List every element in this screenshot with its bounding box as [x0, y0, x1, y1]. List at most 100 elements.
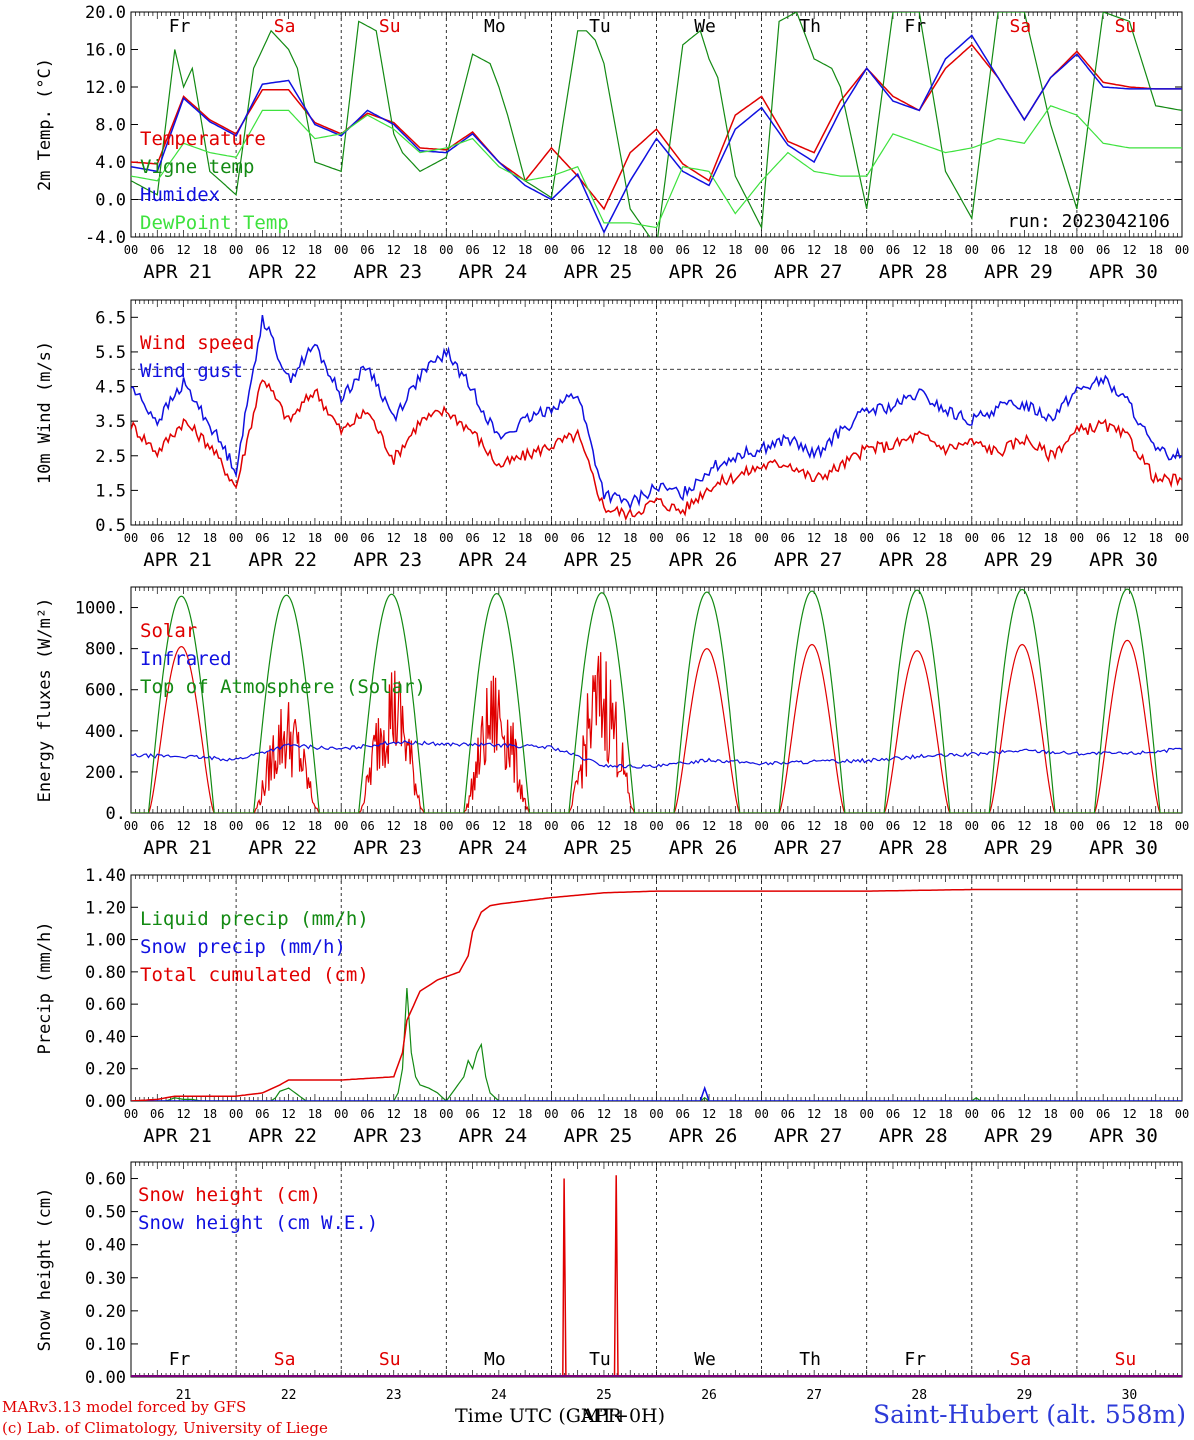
x-hour-label: 00 [1070, 1107, 1084, 1121]
x-hour-label: 18 [623, 1107, 637, 1121]
x-hour-label: 12 [387, 819, 401, 833]
x-hour-label: 12 [1122, 1107, 1136, 1121]
y-axis-label: Snow height (cm) [35, 1188, 55, 1352]
x-hour-label: 12 [1017, 243, 1031, 257]
temp-series-group [131, 12, 1182, 237]
x-hour-label: 00 [544, 531, 558, 545]
x-date-label: APR 24 [459, 837, 528, 859]
temp-panel [130, 11, 1183, 238]
x-hour-label: 00 [229, 819, 243, 833]
x-hour-label: 06 [150, 819, 164, 833]
wind-panel [130, 299, 1183, 526]
x-hour-label: 06 [676, 531, 690, 545]
x-hour-label: 18 [1148, 243, 1162, 257]
x-hour-label: 00 [649, 1107, 663, 1121]
x-axis-overlap-text: APR [581, 1405, 622, 1427]
energy-panel [130, 586, 1183, 814]
x-hour-label: 12 [176, 531, 190, 545]
weekday-label: Mo [484, 16, 506, 37]
x-hour-label: 18 [518, 1107, 532, 1121]
x-hour-label: 00 [439, 243, 453, 257]
x-hour-label: 18 [203, 531, 217, 545]
x-hour-label: 06 [1096, 819, 1110, 833]
x-hour-label: 06 [570, 819, 584, 833]
x-date-label: APR 26 [669, 1125, 738, 1147]
weekday-label: Tu [589, 16, 611, 37]
x-hour-label: 18 [623, 531, 637, 545]
legend-entry: Liquid precip (mm/h) [140, 908, 369, 930]
x-hour-label: 18 [518, 819, 532, 833]
y-tick-label: 800. [85, 640, 126, 660]
x-hour-label: 00 [229, 1107, 243, 1121]
x-hour-label: 06 [1096, 1107, 1110, 1121]
x-hour-label: 18 [1148, 819, 1162, 833]
x-day-number: 30 [1122, 1388, 1138, 1403]
x-hour-label: 12 [807, 243, 821, 257]
x-day-number: 21 [176, 1388, 192, 1403]
x-hour-label: 00 [1175, 531, 1189, 545]
x-hour-label: 00 [334, 819, 348, 833]
x-hour-label: 06 [570, 1107, 584, 1121]
x-hour-label: 00 [649, 531, 663, 545]
x-hour-label: 00 [124, 531, 138, 545]
y-axis-label: 10m Wind (m/s) [35, 341, 55, 484]
x-hour-label: 06 [465, 1107, 479, 1121]
x-hour-label: 12 [387, 531, 401, 545]
x-hour-label: 00 [859, 819, 873, 833]
x-date-label: APR 26 [669, 261, 738, 283]
x-hour-label: 18 [518, 243, 532, 257]
model-credit: MARv3.13 model forced by GFS [2, 1398, 247, 1416]
x-date-label: APR 24 [459, 1125, 528, 1147]
x-hour-label: 12 [597, 243, 611, 257]
y-tick-label: 0.00 [85, 1368, 126, 1388]
legend-entry: Wind speed [140, 332, 254, 354]
y-tick-label: 1.5 [95, 481, 126, 501]
y-tick-label: 0.0 [95, 191, 126, 211]
y-tick-label: 0.60 [85, 1170, 126, 1190]
plot-frame [130, 299, 1183, 526]
x-hour-label: 12 [492, 1107, 506, 1121]
x-hour-label: 06 [781, 1107, 795, 1121]
x-hour-label: 06 [465, 243, 479, 257]
x-hour-label: 06 [465, 819, 479, 833]
x-hour-label: 00 [1070, 243, 1084, 257]
precip-series-group [131, 888, 1182, 1101]
x-date-label: APR 21 [143, 837, 212, 859]
legend-entry: Total cumulated (cm) [140, 964, 369, 986]
weekday-label: Tu [589, 1349, 611, 1370]
x-hour-label: 18 [1148, 531, 1162, 545]
x-hour-label: 18 [413, 1107, 427, 1121]
x-hour-label: 12 [176, 819, 190, 833]
y-axis-label: Energy fluxes (W/m²) [35, 598, 55, 803]
y-axis-label: Precip (mm/h) [35, 921, 55, 1054]
x-date-label: APR 22 [248, 1125, 317, 1147]
x-hour-label: 06 [991, 531, 1005, 545]
station-name: Saint-Hubert (alt. 558m) [872, 1400, 1186, 1429]
series-line [131, 12, 1182, 237]
x-date-label: APR 27 [774, 549, 843, 571]
y-tick-label: 6.5 [95, 308, 126, 328]
wind-series-group [131, 314, 1182, 522]
x-hour-label: 00 [649, 243, 663, 257]
x-hour-label: 12 [1017, 531, 1031, 545]
y-tick-label: 16.0 [85, 41, 126, 61]
x-date-label: APR 27 [774, 261, 843, 283]
weekday-label: We [694, 1349, 716, 1370]
x-hour-label: 06 [886, 531, 900, 545]
x-hour-label: 00 [1070, 819, 1084, 833]
x-hour-label: 06 [676, 819, 690, 833]
x-hour-label: 00 [859, 243, 873, 257]
run-label: run: 2023042106 [1007, 211, 1170, 232]
series-line [131, 739, 1182, 769]
x-hour-label: 06 [150, 243, 164, 257]
legend-entry: Humidex [140, 184, 220, 206]
y-tick-label: 200. [85, 763, 126, 783]
x-date-label: APR 28 [879, 837, 948, 859]
x-hour-label: 00 [229, 531, 243, 545]
x-day-number: 22 [281, 1388, 297, 1403]
x-hour-label: 06 [255, 531, 269, 545]
x-hour-label: 06 [886, 243, 900, 257]
x-date-label: APR 22 [248, 837, 317, 859]
x-hour-label: 06 [1096, 531, 1110, 545]
x-hour-label: 06 [991, 1107, 1005, 1121]
